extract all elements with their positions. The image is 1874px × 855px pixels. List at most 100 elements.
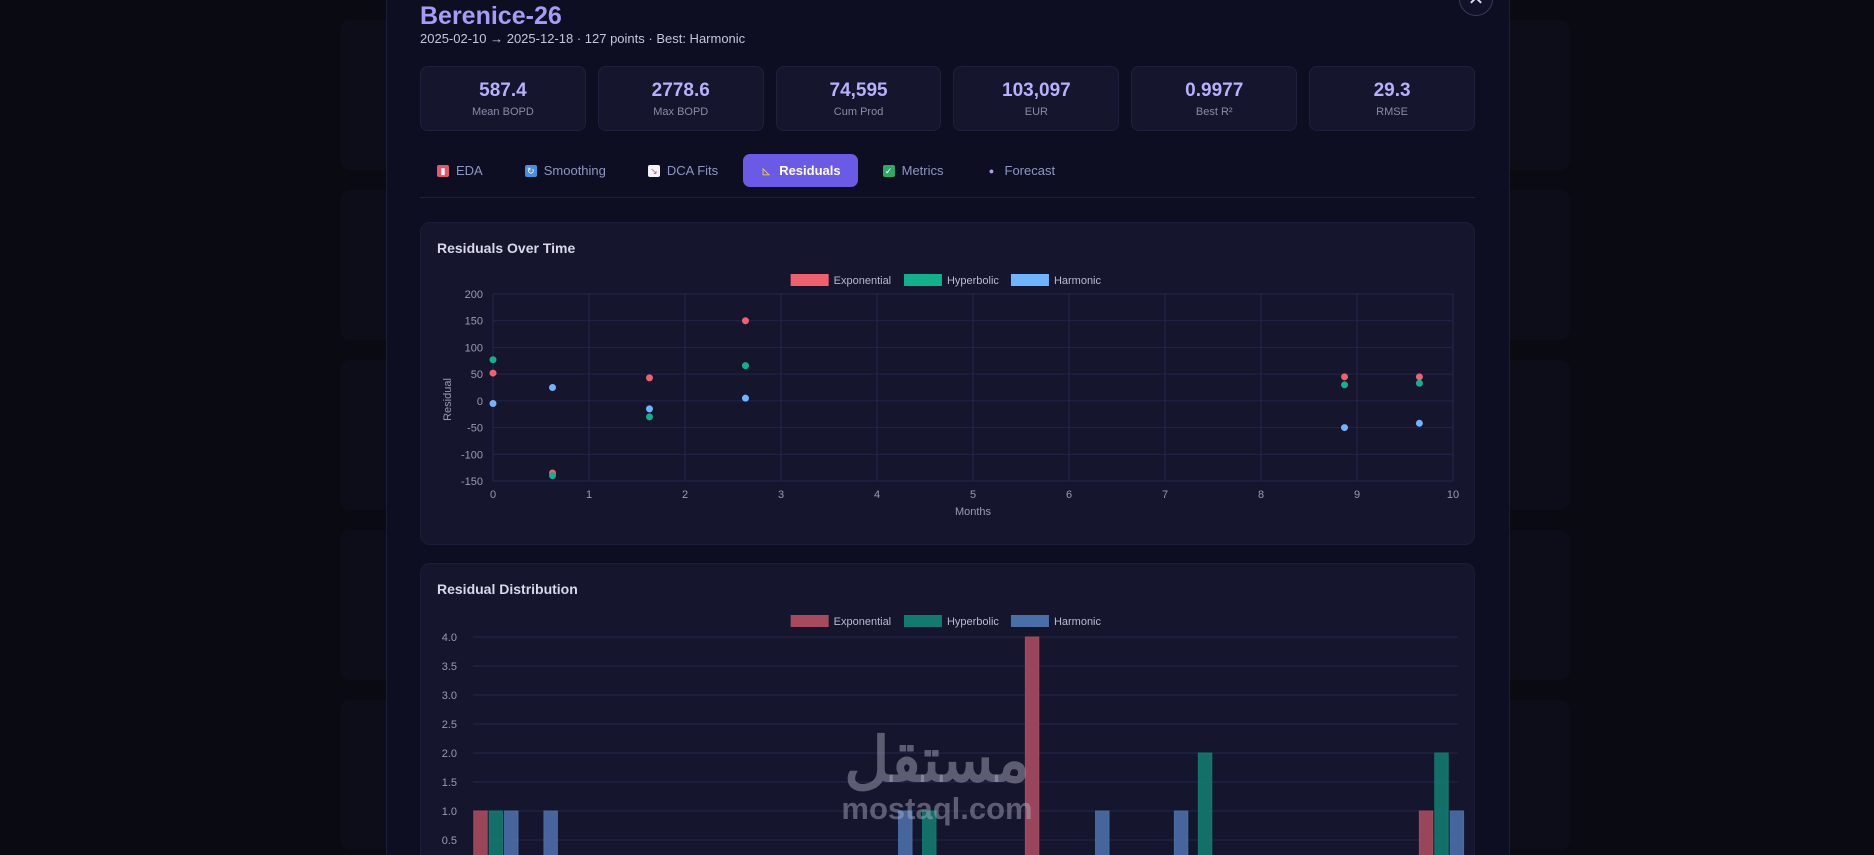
y-tick-label: 0 xyxy=(477,396,483,408)
scatter-point xyxy=(741,317,749,325)
x-tick-label: 5 xyxy=(970,489,976,501)
x-tick-label: 1 xyxy=(586,489,592,501)
legend-label: Harmonic xyxy=(1054,616,1102,628)
stat-card: 587.4 Mean BOPD xyxy=(420,66,586,131)
refresh-icon: ↻ xyxy=(524,164,537,177)
tab-label: Forecast xyxy=(1004,163,1056,178)
legend-label: Exponential xyxy=(834,616,892,628)
tab-eda[interactable]: ▮ EDA xyxy=(420,154,500,187)
well-title: Berenice-26 xyxy=(420,2,562,30)
stat-card: 103,097 EUR xyxy=(953,66,1120,131)
x-axis-label: Months xyxy=(955,506,992,518)
stat-value: 29.3 xyxy=(1373,80,1411,101)
tab-smoothing[interactable]: ↻ Smoothing xyxy=(508,154,623,187)
scatter-point xyxy=(549,384,557,391)
y-tick-label: 2.5 xyxy=(442,719,457,731)
legend-label: Harmonic xyxy=(1054,275,1102,287)
stat-label: Best R² xyxy=(1195,106,1233,118)
scatter-point xyxy=(489,356,497,364)
legend-swatch xyxy=(790,615,829,627)
y-tick-label: -100 xyxy=(461,449,483,461)
y-tick-label: 3.5 xyxy=(442,661,457,673)
histogram-bar xyxy=(504,810,519,855)
histogram-bar xyxy=(1434,752,1449,855)
crystal-ball-icon: ● xyxy=(988,165,995,176)
tab-dca-fits[interactable]: ↘ DCA Fits xyxy=(631,154,735,187)
residual-distribution-chart: Exponential Hyperbolic Harmonic 4.0 3.5 3.0 2.… xyxy=(442,615,1465,855)
y-tick-label: 2.0 xyxy=(442,748,457,760)
x-tick-label: 0 xyxy=(490,489,496,501)
scatter-point xyxy=(741,362,749,370)
scatter-point xyxy=(1341,381,1349,389)
stat-label: EUR xyxy=(1024,106,1049,118)
histogram-bar xyxy=(922,810,937,855)
y-tick-label: 0.5 xyxy=(442,835,457,847)
scatter-point xyxy=(549,472,557,480)
histogram-bar xyxy=(473,810,488,855)
x-tick-label: 7 xyxy=(1162,489,1168,501)
y-tick-label: 150 xyxy=(465,316,483,328)
scatter-point xyxy=(1415,379,1423,387)
x-tick-label: 2 xyxy=(682,489,688,501)
legend-label: Hyperbolic xyxy=(947,275,999,287)
stat-value: 0.9977 xyxy=(1185,80,1244,101)
scatter-point xyxy=(1415,373,1423,381)
tab-forecast[interactable]: ● Forecast xyxy=(969,154,1073,187)
x-tick-label: 6 xyxy=(1066,489,1072,501)
stat-value: 587.4 xyxy=(479,80,527,101)
scatter-point xyxy=(645,374,653,382)
stat-label: Cum Prod xyxy=(833,106,884,118)
y-tick-label: 50 xyxy=(471,369,483,381)
histogram-bar xyxy=(1095,810,1110,855)
stat-value: 2778.6 xyxy=(651,80,710,101)
histogram-bar xyxy=(1449,810,1465,855)
tab-label: Residuals xyxy=(779,163,841,178)
tab-label: EDA xyxy=(456,163,483,178)
residuals-over-time-panel: Residuals Over Time Exponential Hyperboli… xyxy=(420,222,1475,545)
histogram-bar xyxy=(898,810,913,855)
legend-swatch xyxy=(903,274,942,286)
tab-metrics[interactable]: ✓ Metrics xyxy=(866,154,961,187)
x-tick-label: 8 xyxy=(1258,489,1264,501)
scatter-point xyxy=(1341,424,1349,432)
scatter-point xyxy=(489,369,497,377)
y-axis-label: Residual xyxy=(442,378,454,421)
y-tick-label: 1.0 xyxy=(442,806,457,818)
stat-value: 103,097 xyxy=(1002,80,1071,101)
scatter-point xyxy=(1415,419,1423,427)
legend-swatch xyxy=(903,615,942,627)
legend-swatch xyxy=(790,274,829,286)
triangle-ruler-icon: ◺ xyxy=(762,165,770,176)
histogram-bar xyxy=(1197,752,1213,855)
scatter-point xyxy=(741,394,749,402)
scatter-point xyxy=(645,413,653,421)
tab-bar: ▮ EDA ↻ Smoothing ↘ DCA Fits ◺ Residuals ✓ Me… xyxy=(420,154,1475,198)
histogram-bar xyxy=(543,810,558,855)
checkbox-icon: ✓ xyxy=(882,164,895,177)
scatter-point xyxy=(645,405,653,413)
stat-card: 29.3 RMSE xyxy=(1309,66,1475,131)
histogram-bar xyxy=(488,810,504,855)
scatter-point xyxy=(489,400,497,408)
stat-card: 74,595 Cum Prod xyxy=(775,66,942,131)
residuals-scatter-chart: Exponential Hyperbolic Harmonic 0 1 2 3 4 5 6 7 8 9 1… xyxy=(442,274,1459,518)
y-tick-label: 4.0 xyxy=(442,632,457,644)
panel-title: Residual Distribution xyxy=(437,581,578,597)
stat-card: 0.9977 Best R² xyxy=(1131,66,1298,131)
panel-title: Residuals Over Time xyxy=(437,240,576,256)
tab-residuals[interactable]: ◺ Residuals xyxy=(743,154,858,187)
well-subtitle: 2025-02-10 → 2025-12-18 · 127 points · B… xyxy=(420,31,746,46)
x-tick-label: 4 xyxy=(874,489,880,501)
stat-value: 74,595 xyxy=(829,80,888,101)
legend-label: Exponential xyxy=(834,275,892,287)
tab-label: Smoothing xyxy=(543,163,606,178)
histogram-bar xyxy=(1173,810,1189,855)
x-tick-label: 3 xyxy=(778,489,784,501)
stats-row: 587.4 Mean BOPD 2778.6 Max BOPD 74,595 Cum … xyxy=(420,66,1475,131)
legend-label: Hyperbolic xyxy=(947,616,999,628)
stat-card: 2778.6 Max BOPD xyxy=(597,66,764,131)
tab-label: Metrics xyxy=(901,163,944,178)
x-tick-label: 9 xyxy=(1354,489,1360,501)
legend-swatch xyxy=(1010,274,1049,286)
y-tick-label: -150 xyxy=(461,476,483,488)
